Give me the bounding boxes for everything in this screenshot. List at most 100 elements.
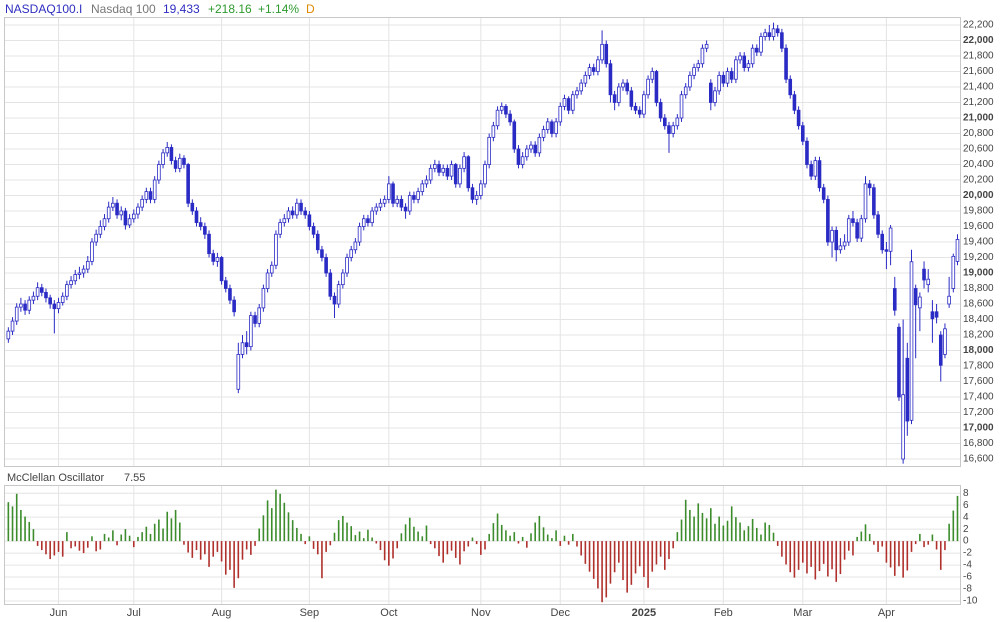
candle-body (725, 71, 730, 84)
oscillator-bar (551, 538, 553, 542)
candle-body (788, 78, 793, 96)
candle-body (642, 94, 646, 115)
candle-body (169, 147, 174, 162)
y-tick-label: 22,000 (963, 35, 994, 46)
candle-body (19, 303, 23, 308)
oscillator-bar (132, 541, 135, 548)
oscillator-bar (379, 541, 382, 551)
oscillator-bar (32, 529, 35, 542)
y-tick-label: -2 (963, 548, 972, 559)
oscillator-bar (843, 541, 846, 560)
candle-body (742, 55, 747, 69)
candle-body (311, 226, 316, 235)
oscillator-bar (24, 516, 26, 542)
candle-body (73, 274, 78, 282)
oscillator-bar (99, 541, 102, 550)
candle-body (274, 233, 278, 266)
candle-body (608, 63, 613, 96)
candle-body (487, 136, 491, 165)
oscillator-bar (500, 524, 503, 542)
oscillator-bar (873, 541, 875, 545)
oscillator-bar (287, 512, 290, 542)
candle-body (571, 94, 575, 111)
candle-body (407, 195, 412, 212)
oscillator-bar (208, 541, 210, 567)
oscillator-bar (613, 541, 616, 573)
oscillator-bar (337, 520, 340, 542)
oscillator-bar (496, 513, 499, 542)
oscillator-bar (70, 541, 72, 549)
candle-body (295, 202, 299, 216)
oscillator-bar (178, 522, 181, 542)
oscillator-bar (149, 533, 152, 542)
candle-body (583, 74, 588, 84)
candle-body (575, 90, 579, 96)
oscillator-bar (166, 511, 169, 542)
candle-body (228, 288, 232, 301)
last-price: 19,433 (163, 2, 200, 16)
candle-body (754, 47, 759, 53)
candle-body (161, 152, 165, 165)
candle-body (792, 94, 797, 111)
y-tick-label: 20,400 (963, 159, 994, 170)
candle-body (947, 295, 951, 305)
x-tick-label: Mar (793, 607, 812, 619)
candle-body (261, 288, 266, 309)
y-tick-label: 2 (963, 524, 969, 535)
oscillator-bar (124, 529, 127, 542)
oscillator-bar (333, 532, 336, 542)
candle-body (600, 43, 604, 61)
x-tick-label: Nov (471, 607, 491, 619)
oscillator-bar (204, 541, 206, 555)
y-tick-label: 6 (963, 500, 969, 511)
oscillator-bar (57, 541, 60, 552)
oscillator-bar (283, 502, 286, 542)
oscillator-bar (417, 531, 419, 542)
oscillator-bar (454, 541, 457, 558)
oscillator-bar (446, 541, 449, 555)
candle-body (617, 86, 621, 103)
oscillator-bar (279, 493, 281, 542)
x-tick-label: Feb (714, 607, 733, 619)
oscillator-bar (923, 541, 925, 548)
candle-body (683, 86, 688, 96)
oscillator-bar (572, 533, 574, 542)
oscillator-bar (450, 541, 453, 551)
oscillator-bar (170, 518, 173, 542)
oscillator-bar (559, 541, 562, 546)
candle-body (934, 311, 939, 318)
oscillator-bar (664, 541, 666, 570)
y-tick-label: 17,000 (963, 423, 994, 434)
oscillator-bar (212, 541, 215, 557)
y-tick-label: 18,000 (963, 345, 994, 356)
candle-body (851, 218, 855, 224)
oscillator-bar (312, 541, 315, 549)
oscillator-bar (643, 541, 645, 578)
x-tick-label: Aug (212, 607, 232, 619)
candle-body (817, 160, 822, 189)
candle-body (771, 28, 776, 38)
candle-body (115, 202, 119, 216)
candle-body (378, 202, 383, 208)
oscillator-bar (676, 532, 679, 542)
oscillator-bar (241, 541, 244, 560)
candle-body (541, 129, 546, 138)
candle-body (269, 264, 274, 274)
candle-body (424, 179, 429, 185)
candle-body (654, 71, 659, 103)
oscillator-bar (597, 541, 599, 589)
candle-body (901, 394, 905, 460)
oscillator-bar (509, 535, 511, 542)
grid-layer (5, 18, 960, 604)
candle-body (374, 206, 379, 212)
oscillator-bar (103, 533, 106, 542)
oscillator-bar (254, 541, 256, 546)
candle-body (846, 218, 851, 243)
oscillator-bar (153, 523, 156, 542)
oscillator-bar (53, 541, 56, 556)
oscillator-bar (789, 541, 792, 573)
x-tick-label: 2025 (632, 607, 656, 619)
candle-body (6, 330, 11, 340)
candle-body (520, 156, 525, 165)
candle-body (550, 121, 554, 134)
